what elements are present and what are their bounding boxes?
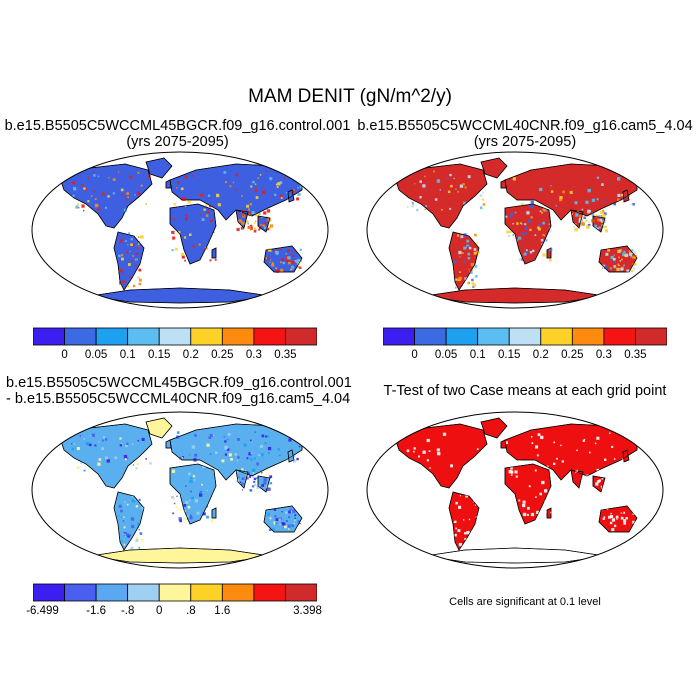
colorbar-swatch [253, 583, 286, 602]
figure-title: MAM DENIT (gN/m^2/y) [248, 86, 452, 107]
panel-4-title-line-1: T-Test of two Case means at each grid po… [383, 383, 667, 399]
colorbar-tick-label: 0.3 [595, 349, 612, 361]
continent-new-zealand [642, 267, 649, 279]
colorbar-swatch [414, 327, 447, 346]
panel-1-title-line-2: (yrs 2075-2095) [126, 134, 229, 150]
colorbar-swatch [158, 327, 192, 346]
colorbar-swatch [127, 327, 160, 346]
colorbar-swatch [445, 327, 479, 346]
colorbar-tick-label: -.8 [120, 605, 135, 617]
colorbar-tick-label: 0 [155, 605, 163, 617]
panel-3-title-line-2: - b.e15.B5505C5WCCML40CNR.f09_g16.cam5_4… [6, 391, 351, 407]
colorbar-tick-label: 0.05 [434, 349, 458, 361]
colorbar-panel-3-labels: -6.499 -1.6 -.8 0 .8 1.6 3.398 [26, 605, 322, 621]
colorbar-swatch [33, 327, 65, 346]
map-panel-3 [31, 411, 329, 569]
colorbar-swatch [158, 583, 192, 602]
colorbar-panel-1 [33, 327, 317, 346]
colorbar-swatch [571, 327, 605, 346]
map-border [366, 151, 664, 309]
map-panel-4 [366, 411, 664, 569]
colorbar-swatch [508, 327, 542, 346]
continent-new-zealand [307, 527, 314, 539]
colorbar-panel-2 [383, 327, 667, 346]
colorbar-swatch [540, 327, 573, 346]
colorbar-swatch [64, 327, 97, 346]
panel-2-title-line-2: (yrs 2075-2095) [473, 134, 577, 150]
panel-2-title-line-1: b.e15.B5505C5WCCML40CNR.f09_g16.cam5_4.0… [357, 118, 693, 134]
colorbar-tick-label: 0.05 [84, 349, 108, 361]
colorbar-tick-label: 0.2 [532, 349, 549, 361]
colorbar-tick-label: -6.499 [26, 605, 59, 617]
map-border [366, 411, 664, 569]
colorbar-tick-label: 3.398 [293, 605, 322, 617]
map-border [31, 411, 329, 569]
colorbar-tick-label: 0.1 [119, 349, 136, 361]
colorbar-tick-label: 0.35 [274, 349, 297, 361]
colorbar-panel-2-labels: 0 0.05 0.1 0.15 0.2 0.25 0.3 0.35 [383, 349, 667, 365]
colorbar-swatch [221, 583, 255, 602]
colorbar-swatch [95, 327, 129, 346]
colorbar-tick-label: 0.2 [182, 349, 199, 361]
colorbar-tick-label: .8 [186, 605, 196, 617]
colorbar-swatch [127, 583, 160, 602]
colorbar-tick-label: 0.15 [497, 349, 521, 361]
colorbar-tick-label: 0.25 [211, 349, 234, 361]
continent-new-zealand [307, 267, 314, 279]
colorbar-swatch [383, 327, 415, 346]
panel-2-title: b.e15.B5505C5WCCML40CNR.f09_g16.cam5_4.0… [350, 118, 700, 150]
panel-4-title: T-Test of two Case means at each grid po… [350, 383, 700, 399]
colorbar-tick-label: 0.25 [561, 349, 584, 361]
panel-3-title: b.e15.B5505C5WCCML45BGCR.f09_g16.control… [6, 375, 352, 407]
colorbar-swatch [33, 583, 65, 602]
colorbar-tick-label: -1.6 [86, 605, 107, 617]
colorbar-tick-label: 0 [61, 349, 68, 361]
map-panel-1 [31, 151, 329, 309]
map-panel-2 [366, 151, 664, 309]
colorbar-swatch [603, 327, 636, 346]
colorbar-swatch [190, 583, 223, 602]
colorbar-tick-label: 0.1 [469, 349, 486, 361]
colorbar-swatch [477, 327, 510, 346]
map-border [31, 151, 329, 309]
colorbar-tick-label: 1.6 [214, 605, 231, 617]
significance-note: Cells are significant at 0.1 level [449, 596, 601, 608]
panel-1-title-line-1: b.e15.B5505C5WCCML45BGCR.f09_g16.control… [4, 118, 351, 134]
colorbar-panel-1-labels: 0 0.05 0.1 0.15 0.2 0.25 0.3 0.35 [33, 349, 317, 365]
colorbar-panel-3 [33, 583, 317, 602]
colorbar-swatch [221, 327, 255, 346]
colorbar-swatch [635, 327, 667, 346]
panel-1-title: b.e15.B5505C5WCCML45BGCR.f09_g16.control… [0, 118, 355, 150]
colorbar-swatch [95, 583, 129, 602]
panel-3-title-line-1: b.e15.B5505C5WCCML45BGCR.f09_g16.control… [6, 375, 352, 391]
colorbar-tick-label: 0 [411, 349, 418, 361]
colorbar-tick-label: 0.35 [624, 349, 647, 361]
colorbar-swatch [285, 583, 317, 602]
colorbar-tick-label: 0.15 [147, 349, 171, 361]
colorbar-swatch [285, 327, 317, 346]
continent-new-zealand [642, 527, 649, 539]
colorbar-swatch [190, 327, 223, 346]
colorbar-swatch [253, 327, 286, 346]
colorbar-tick-label: 0.3 [245, 349, 262, 361]
colorbar-swatch [64, 583, 97, 602]
